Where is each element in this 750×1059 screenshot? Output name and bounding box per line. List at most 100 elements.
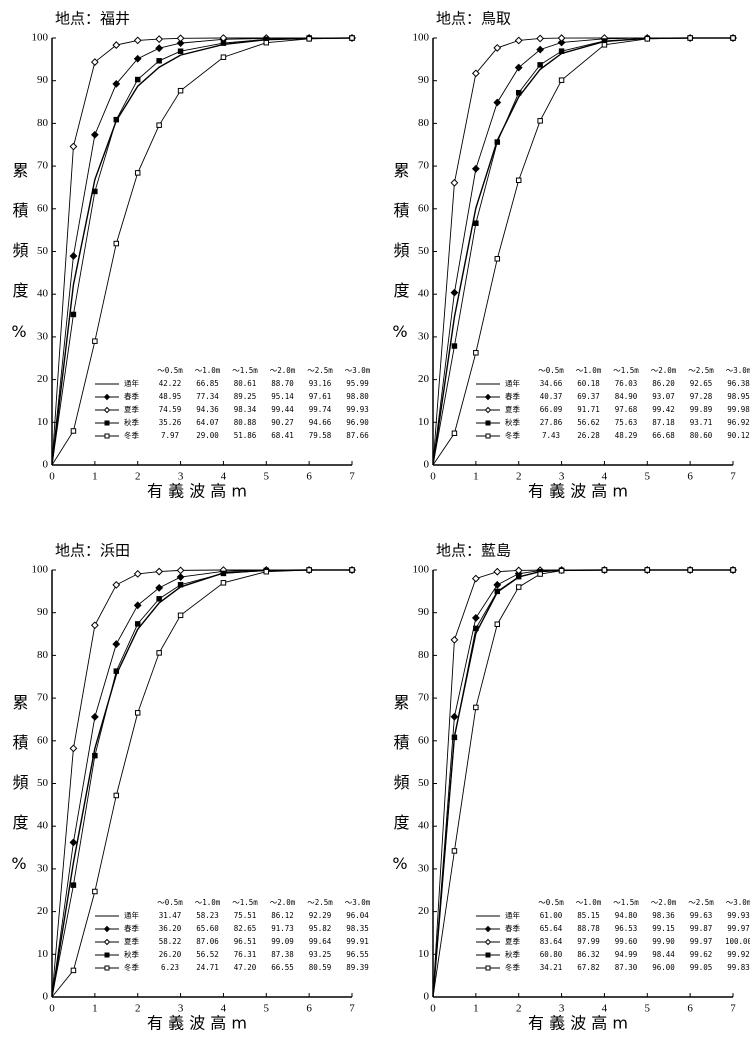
marker — [90, 712, 99, 721]
table-cell: 97.99 — [577, 937, 600, 946]
marker — [471, 574, 480, 583]
marker — [515, 177, 522, 184]
marker — [263, 39, 270, 46]
x-tick-label: 3 — [559, 471, 565, 483]
table-cell: 98.80 — [346, 392, 369, 401]
table-cell: 90.12 — [727, 431, 750, 440]
legend-label: 冬季 — [505, 962, 520, 972]
marker — [156, 596, 162, 602]
x-tick-label: 4 — [221, 1003, 227, 1015]
x-tick-label: 3 — [178, 1003, 184, 1015]
table-cell: 77.34 — [196, 392, 219, 401]
marker — [113, 116, 120, 123]
legend-marker — [104, 433, 110, 439]
y-tick-label: 0 — [424, 459, 430, 471]
x-tick-label: 4 — [221, 471, 227, 483]
x-tick-label: 5 — [645, 471, 651, 483]
marker — [156, 650, 162, 656]
y-tick-label: 30 — [37, 330, 49, 342]
table-cell: 26.28 — [577, 431, 600, 440]
table-cell: 98.36 — [652, 911, 675, 920]
table-cell: 87.18 — [652, 418, 675, 427]
marker — [537, 118, 543, 124]
x-tick-label: 4 — [602, 471, 608, 483]
marker — [177, 48, 184, 54]
table-cell: 99.90 — [652, 937, 675, 946]
table-cell: 93.07 — [652, 392, 675, 401]
table-cell: 99.63 — [690, 911, 713, 920]
table-header: ～0.5m — [538, 366, 564, 375]
marker — [113, 240, 120, 247]
table-cell: 99.62 — [690, 950, 713, 959]
marker — [134, 710, 141, 716]
marker — [156, 122, 162, 128]
table-cell: 76.31 — [234, 950, 257, 959]
legend-label: 夏季 — [124, 404, 139, 414]
marker — [687, 567, 693, 573]
marker — [473, 350, 479, 356]
marker — [112, 580, 121, 589]
legend-marker — [484, 393, 492, 401]
marker — [176, 566, 185, 575]
y-tick-label: 50 — [418, 777, 430, 789]
marker — [450, 635, 459, 644]
marker — [90, 58, 99, 66]
marker — [494, 588, 501, 595]
table-cell: 95.82 — [309, 924, 332, 933]
y-tick-label: 60 — [37, 734, 49, 746]
x-tick-label: 0 — [49, 1003, 55, 1015]
table-cell: 24.71 — [196, 963, 219, 972]
chart-title: 地点：浜田 — [55, 542, 130, 560]
legend-label: 冬季 — [505, 430, 520, 440]
table-cell: 99.97 — [690, 937, 713, 946]
table-cell: 88.70 — [271, 379, 294, 388]
marker — [471, 69, 480, 78]
table-cell: 99.15 — [652, 924, 675, 933]
table-header: ～1.5m — [232, 898, 258, 907]
table-cell: 97.68 — [615, 405, 638, 414]
marker — [220, 54, 227, 60]
table-cell: 86.20 — [652, 379, 675, 388]
table-cell: 80.61 — [234, 379, 257, 388]
table-header: ～2.5m — [307, 366, 333, 375]
legend-label: 春季 — [124, 391, 139, 401]
y-axis-label: 累積頻度% — [391, 694, 410, 897]
table-cell: 84.90 — [615, 392, 638, 401]
marker — [220, 570, 227, 577]
marker — [112, 79, 121, 88]
marker — [112, 41, 121, 49]
marker — [220, 580, 227, 586]
table-cell: 98.44 — [652, 950, 675, 959]
legend-label: 通年 — [505, 378, 520, 388]
table-cell: 65.60 — [196, 924, 219, 933]
table-cell: 47.20 — [234, 963, 257, 972]
x-tick-label: 5 — [645, 1003, 651, 1015]
table-cell: 96.55 — [346, 950, 369, 959]
legend-marker — [485, 433, 491, 439]
table-cell: 64.07 — [196, 418, 219, 427]
table-cell: 97.28 — [690, 392, 713, 401]
table-cell: 94.80 — [615, 911, 638, 920]
marker — [349, 567, 355, 573]
chart: 地点：福井 0 10 20 30 40 50 60 70 80 90 100 0 1 2 3 4 5 6 7 有 義 波… — [10, 10, 371, 501]
y-tick-label: 40 — [37, 820, 49, 832]
y-tick-label: 40 — [418, 820, 430, 832]
marker — [644, 36, 651, 42]
table-cell: 99.74 — [309, 405, 332, 414]
marker — [473, 704, 479, 711]
table-cell: 69.37 — [577, 392, 600, 401]
marker — [515, 584, 522, 590]
legend-label: 秋季 — [124, 949, 139, 959]
y-tick-label: 20 — [37, 905, 49, 917]
table-cell: 99.92 — [727, 950, 750, 959]
legend-marker — [104, 952, 110, 958]
legend-label: 夏季 — [505, 404, 520, 414]
marker — [537, 571, 543, 577]
table-cell: 91.71 — [577, 405, 600, 414]
table-cell: 92.65 — [690, 379, 713, 388]
marker — [473, 220, 479, 226]
y-tick-label: 0 — [43, 459, 49, 471]
x-tick-label: 2 — [516, 471, 522, 483]
marker — [69, 252, 78, 260]
table-cell: 27.86 — [540, 418, 563, 427]
